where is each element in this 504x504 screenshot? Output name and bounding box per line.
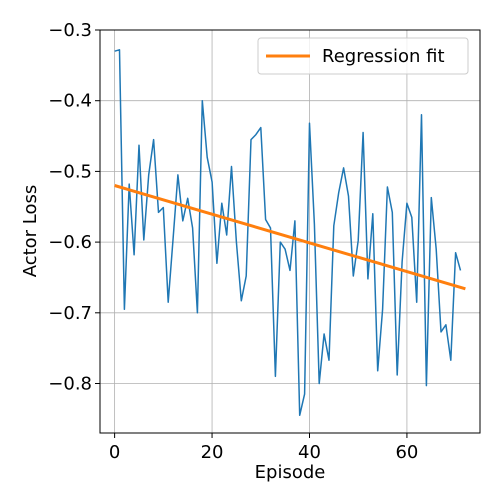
y-axis-label: Actor Loss — [20, 185, 41, 278]
legend: Regression fit — [257, 37, 469, 75]
x-tick-label: 40 — [298, 442, 321, 463]
plot-frame — [99, 29, 481, 434]
legend-box — [257, 37, 469, 75]
y-axis-ticks: −0.3 −0.4 −0.5 −0.6 −0.7 −0.8 — [48, 20, 100, 395]
series-layer — [114, 49, 466, 417]
y-tick-label: −0.3 — [48, 20, 92, 41]
x-tick-label: 60 — [395, 442, 418, 463]
y-tick-label: −0.8 — [48, 374, 92, 395]
x-tick-label: 20 — [201, 442, 224, 463]
y-tick-label: −0.6 — [48, 232, 92, 253]
x-axis-ticks: 0 20 40 60 — [109, 433, 418, 463]
x-axis-label: Episode — [255, 462, 326, 483]
legend-label-regression-fit: Regression fit — [322, 46, 445, 67]
regression-fit-line — [114, 184, 466, 291]
x-tick-label: 0 — [109, 442, 120, 463]
actor-loss-series-line — [114, 49, 462, 417]
y-tick-label: −0.5 — [48, 161, 92, 182]
y-tick-label: −0.7 — [48, 303, 92, 324]
y-tick-label: −0.4 — [48, 91, 92, 112]
